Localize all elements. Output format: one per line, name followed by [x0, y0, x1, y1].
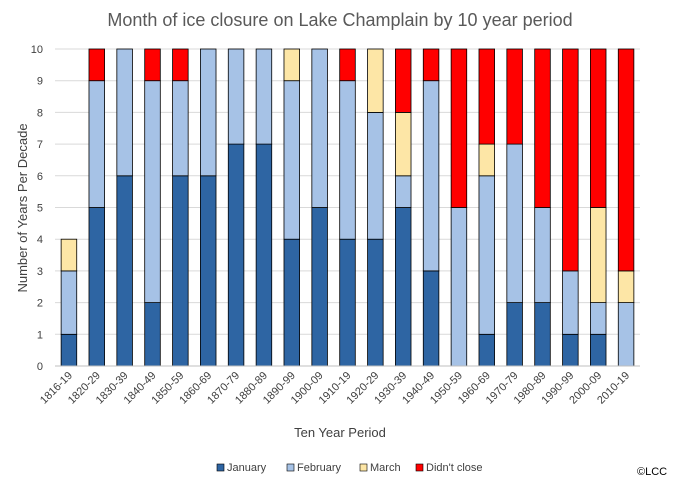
bar-segment-january-1960-69	[478, 333, 495, 367]
bar-segment-march-1930-39	[395, 112, 412, 177]
x-axis-label: Ten Year Period	[294, 425, 386, 440]
bar-segment-january-1830-39	[116, 175, 133, 367]
y-tick-label: 3	[37, 266, 43, 278]
bar-segment-march-1816-19	[60, 238, 78, 272]
bar-segment-february-1850-59	[172, 80, 189, 177]
bar-segment-didn-t-close-1940-49	[422, 48, 440, 82]
legend-swatch	[415, 463, 424, 472]
legend-label: February	[297, 462, 342, 474]
bar-segment-february-1940-49	[422, 80, 440, 272]
bar-segment-february-1880-89	[255, 48, 273, 145]
y-tick-label: 9	[37, 76, 43, 88]
bar-segment-didn-t-close-1850-59	[172, 48, 189, 82]
bar-segment-march-1890-99	[283, 48, 300, 82]
bar-segment-february-1930-39	[395, 175, 412, 208]
bar-segment-february-1960-69	[478, 175, 495, 335]
y-tick-label: 4	[37, 234, 43, 246]
y-tick-label: 6	[37, 171, 43, 183]
legend-swatch	[359, 463, 368, 472]
bar-segment-didn-t-close-1960-69	[478, 48, 495, 145]
legend-swatch	[216, 463, 225, 472]
y-axis-ticks: 0 1 2 3 4 5 6 7 8 9 10	[31, 44, 43, 373]
legend: January February March Didn't close	[216, 462, 483, 474]
copyright-text: ©LCC	[637, 466, 667, 478]
bar-segment-january-1910-19	[339, 238, 356, 367]
bar-segment-february-1980-89	[534, 207, 551, 303]
bar-segment-february-1950-59	[450, 207, 468, 367]
bar-segment-february-1820-29	[88, 80, 105, 208]
y-tick-label: 8	[37, 107, 43, 119]
bar-segment-march-2000-09	[590, 207, 607, 303]
bar-segment-didn-t-close-1990-99	[562, 48, 579, 272]
bar-segment-february-1840-49	[144, 80, 161, 303]
y-tick-label: 7	[37, 139, 43, 151]
bar-segment-january-1870-79	[227, 143, 245, 367]
legend-label: January	[227, 462, 267, 474]
bar-segment-february-1990-99	[562, 270, 579, 335]
y-axis-label: Number of Years Per Decade	[15, 123, 30, 292]
bar-segment-february-1870-79	[227, 48, 245, 145]
chart-title: Month of ice closure on Lake Champlain b…	[107, 10, 572, 30]
bar-segment-january-1840-49	[144, 302, 161, 367]
bar-segment-february-1920-29	[367, 112, 384, 240]
bar-segment-didn-t-close-1820-29	[88, 48, 105, 82]
bar-segment-january-1990-99	[562, 333, 579, 367]
bar-segment-january-1890-99	[283, 238, 300, 367]
x-axis-ticks: 1816-191820-291830-391840-491850-591860-…	[38, 370, 632, 407]
bar-segment-february-1830-39	[116, 48, 133, 177]
legend-label: Didn't close	[426, 462, 483, 474]
y-tick-label: 2	[37, 298, 43, 310]
bar-segment-january-1920-29	[367, 238, 384, 367]
legend-swatch	[286, 463, 295, 472]
bar-segment-didn-t-close-1840-49	[144, 48, 161, 82]
bar-segment-didn-t-close-2010-19	[617, 48, 635, 272]
bar-segment-january-1970-79	[506, 302, 523, 367]
bar-segment-january-1930-39	[395, 207, 412, 367]
bar-segment-january-1980-89	[534, 302, 551, 367]
bar-segment-didn-t-close-1950-59	[450, 48, 468, 208]
bar-segment-february-2010-19	[617, 302, 635, 367]
y-tick-label: 0	[37, 361, 43, 373]
bar-segment-january-1820-29	[88, 207, 105, 367]
bar-segment-february-1970-79	[506, 143, 523, 304]
y-tick-label: 10	[31, 44, 43, 56]
bar-segment-march-2010-19	[617, 270, 635, 303]
bar-segment-january-2000-09	[590, 333, 607, 367]
y-tick-label: 1	[37, 329, 43, 341]
bar-segment-february-2000-09	[590, 302, 607, 335]
bar-segment-didn-t-close-1930-39	[395, 48, 412, 113]
bar-segment-didn-t-close-1970-79	[506, 48, 523, 145]
bar-segment-march-1960-69	[478, 143, 495, 177]
bar-segment-february-1900-09	[311, 48, 328, 208]
bars	[60, 48, 635, 367]
bar-segment-february-1860-69	[200, 48, 217, 177]
y-tick-label: 5	[37, 203, 43, 215]
bar-segment-february-1910-19	[339, 80, 356, 240]
bar-segment-january-1880-89	[255, 143, 273, 367]
bar-segment-march-1920-29	[367, 48, 384, 113]
bar-segment-january-1850-59	[172, 175, 189, 367]
bar-segment-january-1900-09	[311, 207, 328, 367]
bar-segment-didn-t-close-1910-19	[339, 48, 356, 82]
bar-segment-january-1940-49	[422, 270, 440, 367]
legend-label: March	[370, 462, 401, 474]
bar-segment-january-1816-19	[60, 333, 78, 367]
bar-segment-february-1890-99	[283, 80, 300, 240]
bar-segment-didn-t-close-1980-89	[534, 48, 551, 208]
bar-segment-didn-t-close-2000-09	[590, 48, 607, 208]
bar-segment-january-1860-69	[200, 175, 217, 367]
bar-segment-february-1816-19	[60, 270, 78, 335]
